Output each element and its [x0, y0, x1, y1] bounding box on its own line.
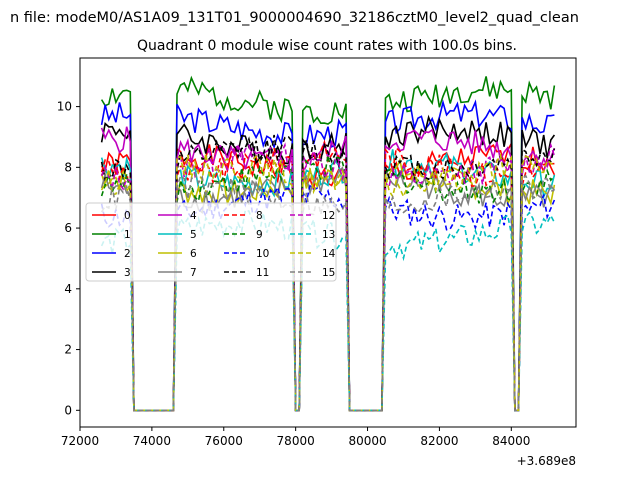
legend-label-4: 4	[190, 210, 197, 222]
legend-label-6: 6	[190, 248, 197, 260]
x-tick-label: 76000	[205, 434, 243, 448]
legend-label-12: 12	[322, 210, 335, 222]
series-line-10	[100, 184, 556, 412]
x-tick-label: 82000	[420, 434, 458, 448]
chart-suptitle: n file: modeM0/AS1A09_131T01_9000004690_…	[10, 10, 579, 26]
y-tick-label: 0	[64, 403, 72, 417]
x-tick-label: 78000	[277, 434, 315, 448]
legend-label-13: 13	[322, 229, 335, 241]
y-tick-label: 2	[64, 343, 72, 357]
y-tick-label: 8	[64, 160, 72, 174]
legend-label-8: 8	[256, 210, 263, 222]
x-tick-label: 84000	[492, 434, 530, 448]
series-line-13	[100, 209, 556, 412]
chart-title: Quadrant 0 module wise count rates with …	[137, 38, 517, 54]
plot-area	[100, 75, 556, 412]
legend-label-5: 5	[190, 229, 197, 241]
y-axis: 0 2 4 6 8 10	[57, 100, 80, 417]
legend-label-11: 11	[256, 267, 269, 279]
legend-label-2: 2	[124, 248, 131, 260]
series-line-14	[100, 152, 555, 412]
y-tick-label: 6	[64, 221, 72, 235]
y-tick-label: 10	[57, 100, 72, 114]
x-axis: 72000 74000 76000 78000 80000 82000 84000	[61, 427, 530, 448]
legend-label-10: 10	[256, 248, 269, 260]
x-offset-label: +3.689e8	[517, 454, 576, 468]
axes-frame	[79, 57, 577, 428]
series-line-1	[100, 75, 556, 412]
legend-label-1: 1	[124, 229, 131, 241]
legend-label-3: 3	[124, 267, 131, 279]
x-tick-label: 72000	[61, 434, 99, 448]
legend-label-15: 15	[322, 267, 335, 279]
legend-label-9: 9	[256, 229, 263, 241]
x-tick-label: 74000	[133, 434, 171, 448]
legend-label-14: 14	[322, 248, 336, 260]
legend-label-7: 7	[190, 267, 197, 279]
x-tick-label: 80000	[348, 434, 386, 448]
legend-box	[85, 202, 337, 282]
series-line-2	[100, 99, 555, 412]
series-line-3	[100, 114, 556, 412]
y-tick-label: 4	[64, 282, 72, 296]
legend-label-0: 0	[124, 210, 131, 222]
